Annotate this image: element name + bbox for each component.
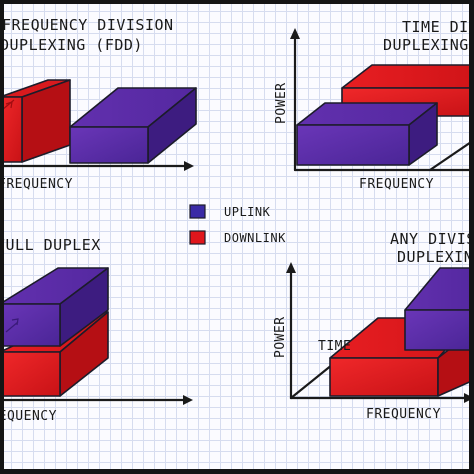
legend-downlink-label: DOWNLINK [224,231,286,245]
tdd-y-label: POWER [274,82,289,124]
fd-x-label: FREQUENCY [0,409,57,424]
tdd-downlink-block [341,64,474,117]
tdd-panel: TIME DIVI DUPLEXING POWER FREQUENCY [274,18,474,192]
fdd-panel: FREQUENCY DIVISION DUPLEXING (FDD) FREQU… [0,16,197,192]
ad-x-arrowhead [464,393,474,403]
fdd-title-line1: FREQUENCY DIVISION [2,16,174,34]
fdd-x-arrowhead [184,161,194,171]
full-duplex-panel: FULL DUPLEX FREQUENCY [0,236,193,424]
tdd-x-label: FREQUENCY [359,177,434,192]
fd-uplink-block [0,267,109,347]
ad-title-line2: DUPLEXING [397,248,474,266]
any-division-panel: ANY DIVISI DUPLEXING POWER TIME FREQUENC… [273,230,474,422]
fd-title: FULL DUPLEX [0,236,101,254]
tdd-y-arrowhead [290,28,300,39]
legend: UPLINK DOWNLINK [189,204,286,245]
ad-y-arrowhead [286,262,296,273]
ad-time-label: TIME [318,339,351,354]
fdd-downlink-block [0,79,71,163]
ad-title-line1: ANY DIVISI [390,230,474,248]
legend-downlink-swatch [189,230,206,245]
fd-x-arrowhead [183,395,193,405]
fdd-uplink-block [69,87,197,164]
legend-uplink-swatch [189,204,206,219]
ad-x-label: FREQUENCY [366,407,441,422]
tdd-title-line1: TIME DIVI [402,18,474,36]
tdd-title-line2: DUPLEXING [383,36,469,54]
fdd-x-label: FREQUENCY [0,177,73,192]
legend-uplink-label: UPLINK [224,205,271,219]
tdd-time-axis [428,138,474,172]
fdd-title-line2: DUPLEXING (FDD) [0,36,143,54]
ad-uplink-block [404,267,474,351]
tdd-uplink-block [296,102,438,166]
ad-y-label: POWER [273,316,288,358]
